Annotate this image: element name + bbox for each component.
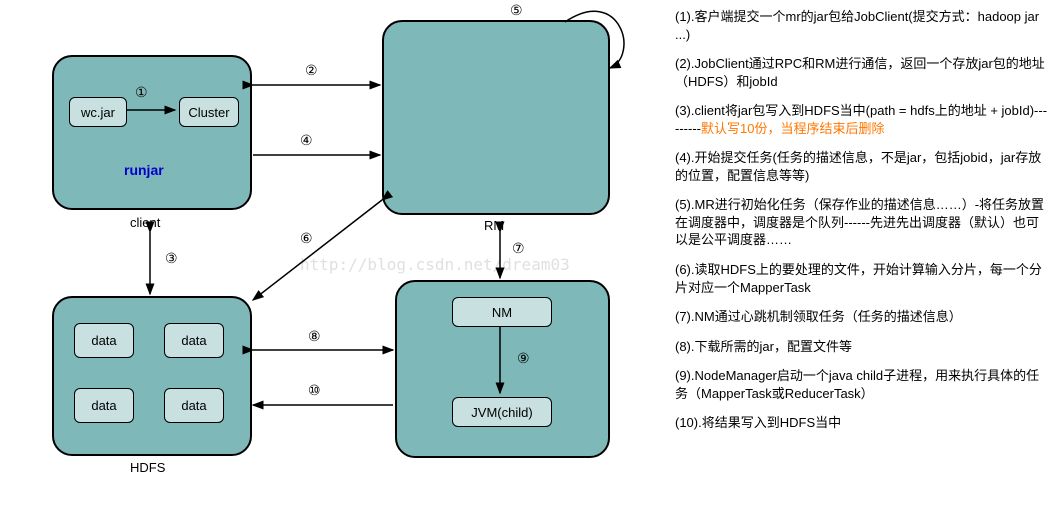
edge-9: ⑨ [517,350,530,367]
desc-9: (9).NodeManager启动一个java child子进程，用来执行具体的… [675,367,1050,402]
inner-nm: NM [452,297,552,327]
inner-jvm: JVM(child) [452,397,552,427]
inner-data3: data [74,388,134,423]
label-nm: NM [492,305,512,320]
label-data4: data [181,398,206,413]
edge-1: ① [135,84,148,101]
edge-10: ⑩ [308,382,321,399]
label-jvm: JVM(child) [471,405,532,420]
desc-1: (1).客户端提交一个mr的jar包给JobClient(提交方式：hadoop… [675,8,1050,43]
edge-4: ④ [300,132,313,149]
inner-cluster: Cluster [179,97,239,127]
node-hdfs: data data data data [52,296,252,456]
node-rm [382,20,610,215]
desc-7: (7).NM通过心跳机制领取任务（任务的描述信息） [675,308,1050,326]
edge-7: ⑦ [512,240,525,257]
diagram-canvas: wc.jar Cluster runjar client RM data dat… [0,0,660,505]
caption-client: client [130,215,160,230]
inner-data1: data [74,323,134,358]
description-panel: (1).客户端提交一个mr的jar包给JobClient(提交方式：hadoop… [675,8,1050,444]
desc-6: (6).读取HDFS上的要处理的文件，开始计算输入分片，每一个分片对应一个Map… [675,261,1050,296]
label-wcjar: wc.jar [81,105,115,120]
desc-10: (10).将结果写入到HDFS当中 [675,414,1050,432]
desc-4: (4).开始提交任务(任务的描述信息，不是jar，包括jobid，jar存放的位… [675,149,1050,184]
caption-rm: RM [484,218,504,233]
caption-hdfs: HDFS [130,460,165,475]
desc-2: (2).JobClient通过RPC和RM进行通信，返回一个存放jar包的地址（… [675,55,1050,90]
watermark: http://blog.csdn.net/dream03 [300,255,570,274]
node-client: wc.jar Cluster runjar [52,55,252,210]
desc-8: (8).下载所需的jar，配置文件等 [675,338,1050,356]
edge-2: ② [305,62,318,79]
desc-5: (5).MR进行初始化任务（保存作业的描述信息……）-将任务放置在调度器中，调度… [675,196,1050,249]
edge-6: ⑥ [300,230,313,247]
label-data2: data [181,333,206,348]
label-data3: data [91,398,116,413]
node-nm: NM JVM(child) [395,280,610,458]
desc-3: (3).client将jar包写入到HDFS当中(path = hdfs上的地址… [675,102,1050,137]
edge-3: ③ [165,250,178,267]
inner-data4: data [164,388,224,423]
runjar-label: runjar [124,162,164,178]
edge-5: ⑤ [510,2,523,19]
inner-data2: data [164,323,224,358]
label-cluster: Cluster [188,105,229,120]
edge-8: ⑧ [308,328,321,345]
label-data1: data [91,333,116,348]
inner-wcjar: wc.jar [69,97,127,127]
